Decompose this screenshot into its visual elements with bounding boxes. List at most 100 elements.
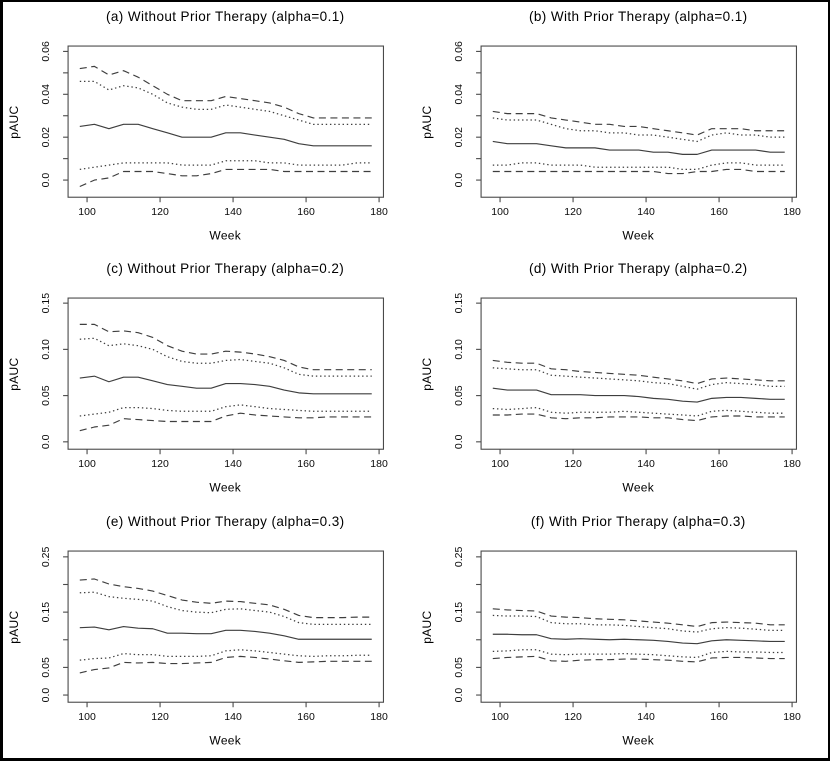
y-tick-label: 0.02	[453, 127, 465, 148]
panel-b: (b) With Prior Therapy (alpha=0.1) Week …	[416, 2, 829, 254]
y-tick-label: 0.0	[40, 173, 52, 188]
x-axis-label-f: Week	[622, 733, 654, 747]
x-tick-label: 120	[564, 459, 582, 471]
x-tick-label: 180	[783, 206, 801, 218]
y-axis-label-c: pAUC	[7, 358, 21, 391]
y-tick-label: 0.25	[453, 546, 465, 567]
series-upper-inner-ci	[492, 367, 785, 391]
y-tick-label: 0.10	[40, 339, 52, 360]
x-tick-label: 160	[297, 711, 315, 723]
x-axis-label-c: Week	[209, 481, 241, 495]
x-tick-label: 100	[78, 206, 96, 218]
x-tick-label: 120	[564, 711, 582, 723]
y-axis-label-e: pAUC	[7, 610, 21, 643]
series-lower-inner-ci	[79, 648, 372, 661]
plot-area-b: 100 120 140 160 180 0.0 0.02 0.04 0.06	[453, 41, 801, 218]
series-upper-outer-ci	[492, 110, 785, 136]
series-upper-inner-ci	[492, 614, 785, 633]
panel-a: (a) Without Prior Therapy (alpha=0.1) We…	[3, 2, 416, 254]
x-axis-label-a: Week	[209, 228, 241, 242]
series-lower-outer-ci	[492, 413, 785, 422]
x-axis-label-b: Week	[622, 228, 654, 242]
y-tick-label: 0.02	[40, 127, 52, 148]
x-tick-label: 180	[370, 206, 388, 218]
y-axis-label-b: pAUC	[420, 106, 434, 139]
chart-canvas-a: (a) Without Prior Therapy (alpha=0.1) We…	[7, 9, 388, 242]
plot-box	[67, 297, 385, 451]
plot-box	[67, 45, 385, 198]
x-tick-label: 100	[491, 459, 509, 471]
chart-title-e: (e) Without Prior Therapy (alpha=0.3)	[106, 514, 345, 529]
series-lower-outer-ci	[492, 655, 785, 663]
y-tick-label: 0.04	[40, 84, 52, 105]
y-tick-label: 0.06	[453, 41, 465, 62]
series-pauc-estimate	[492, 387, 785, 403]
x-tick-label: 160	[710, 711, 728, 723]
x-tick-label: 100	[491, 206, 509, 218]
x-tick-label: 140	[637, 206, 655, 218]
x-tick-label: 120	[151, 206, 169, 218]
x-axis-label-d: Week	[622, 481, 654, 495]
series-pauc-estimate	[492, 140, 785, 155]
chart-title-c: (c) Without Prior Therapy (alpha=0.2)	[106, 261, 344, 276]
y-tick-label: 0.05	[40, 657, 52, 678]
y-axis-label-a: pAUC	[7, 106, 21, 139]
series-lower-inner-ci	[492, 162, 785, 171]
y-tick-label: 0.0	[453, 435, 465, 450]
x-tick-label: 160	[710, 206, 728, 218]
x-tick-label: 140	[637, 711, 655, 723]
panel-e: (e) Without Prior Therapy (alpha=0.3) We…	[3, 507, 416, 759]
panel-c: (c) Without Prior Therapy (alpha=0.2) We…	[3, 254, 416, 506]
series-lower-outer-ci	[492, 168, 785, 175]
series-upper-outer-ci	[492, 360, 785, 385]
x-tick-label: 160	[297, 206, 315, 218]
y-tick-label: 0.15	[40, 293, 52, 314]
panel-f: (f) With Prior Therapy (alpha=0.3) Week …	[416, 507, 829, 759]
x-tick-label: 120	[151, 711, 169, 723]
x-tick-label: 180	[783, 459, 801, 471]
chart-canvas-c: (c) Without Prior Therapy (alpha=0.2) We…	[7, 261, 388, 495]
series-upper-inner-ci	[79, 591, 372, 625]
y-tick-label: 0.05	[453, 657, 465, 678]
series-pauc-estimate	[79, 375, 372, 395]
y-tick-label: 0.0	[453, 173, 465, 188]
y-axis-label-f: pAUC	[420, 610, 434, 643]
plot-area-e: 100 120 140 160 180 0.0 0.05 0.15 0.25	[40, 546, 388, 723]
x-axis-label-e: Week	[209, 733, 241, 747]
x-tick-label: 120	[151, 459, 169, 471]
y-tick-label: 0.0	[453, 687, 465, 702]
x-tick-label: 180	[370, 711, 388, 723]
series-upper-outer-ci	[79, 578, 372, 618]
series-lower-outer-ci	[79, 655, 372, 674]
series-upper-outer-ci	[79, 324, 372, 371]
x-tick-label: 100	[491, 711, 509, 723]
plot-area-c: 100 120 140 160 180 0.0 0.05 0.10 0.15	[40, 293, 388, 470]
x-tick-label: 180	[783, 711, 801, 723]
x-tick-label: 100	[78, 459, 96, 471]
x-tick-label: 140	[637, 459, 655, 471]
x-tick-label: 120	[564, 206, 582, 218]
plot-area-d: 100 120 140 160 180 0.0 0.05 0.10 0.15	[453, 293, 801, 470]
chart-canvas-b: (b) With Prior Therapy (alpha=0.1) Week …	[420, 9, 801, 242]
series-upper-inner-ci	[492, 117, 785, 143]
x-tick-label: 140	[224, 711, 242, 723]
plot-box	[67, 550, 385, 703]
series-lower-inner-ci	[492, 407, 785, 417]
y-tick-label: 0.0	[40, 687, 52, 702]
y-tick-label: 0.10	[453, 339, 465, 360]
chart-title-d: (d) With Prior Therapy (alpha=0.2)	[528, 261, 747, 276]
plot-box	[480, 45, 797, 198]
x-tick-label: 180	[370, 459, 388, 471]
series-pauc-estimate	[79, 123, 372, 147]
y-tick-label: 0.15	[40, 601, 52, 622]
y-tick-label: 0.04	[453, 84, 465, 105]
series-upper-inner-ci	[79, 337, 372, 378]
chart-canvas-d: (d) With Prior Therapy (alpha=0.2) Week …	[420, 261, 801, 495]
series-lower-inner-ci	[492, 648, 785, 658]
series-upper-inner-ci	[79, 80, 372, 125]
series-upper-outer-ci	[79, 65, 372, 119]
chart-canvas-f: (f) With Prior Therapy (alpha=0.3) Week …	[420, 514, 801, 747]
series-pauc-estimate	[492, 633, 785, 644]
series-lower-outer-ci	[79, 168, 372, 188]
